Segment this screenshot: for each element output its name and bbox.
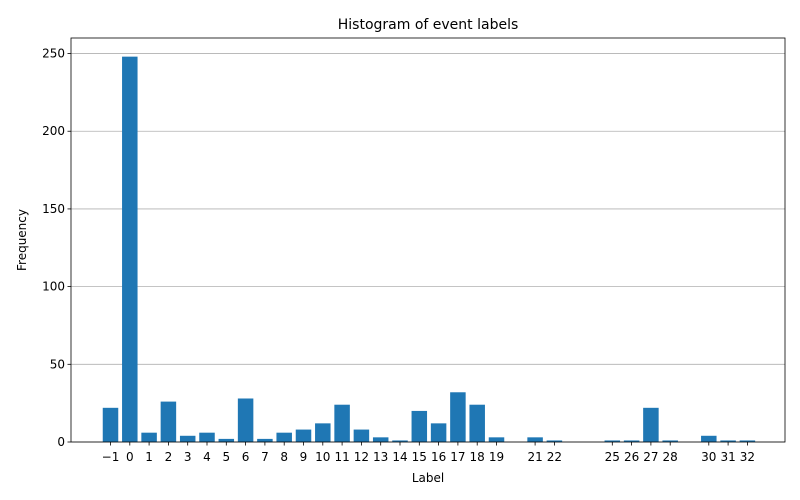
x-tick-label: 17 bbox=[450, 450, 465, 464]
bar-label-5 bbox=[218, 438, 235, 442]
y-axis-label: Frequency bbox=[15, 209, 29, 271]
y-tick-label: 100 bbox=[42, 280, 65, 294]
bar-label-16 bbox=[430, 423, 447, 442]
bar-label-10 bbox=[315, 423, 331, 442]
x-tick-label: 15 bbox=[412, 450, 427, 464]
bar-label-21 bbox=[527, 437, 543, 442]
x-tick-label: 11 bbox=[334, 450, 349, 464]
bar-label-6 bbox=[237, 398, 254, 442]
bar-label-19 bbox=[488, 437, 505, 442]
x-tick-label: 2 bbox=[165, 450, 173, 464]
plot-frame bbox=[70, 37, 786, 443]
x-tick-label: 1 bbox=[145, 450, 153, 464]
x-tick-label: 30 bbox=[701, 450, 716, 464]
grid-layer bbox=[71, 53, 785, 443]
bar-label-4 bbox=[199, 432, 215, 442]
y-tick-label: 0 bbox=[57, 435, 65, 449]
x-tick-label: 6 bbox=[242, 450, 250, 464]
chart-title: Histogram of event labels bbox=[338, 17, 519, 33]
y-tick-label: 50 bbox=[50, 357, 65, 371]
bar-label-32 bbox=[739, 440, 756, 442]
x-tick-label: 3 bbox=[184, 450, 192, 464]
x-tick-label: 22 bbox=[547, 450, 562, 464]
x-tick-label: 16 bbox=[431, 450, 446, 464]
x-tick-label: 18 bbox=[470, 450, 485, 464]
y-tick-label: 200 bbox=[42, 124, 65, 138]
x-tick-label: 7 bbox=[261, 450, 269, 464]
x-tick-label: 31 bbox=[720, 450, 735, 464]
x-tick-label: 8 bbox=[280, 450, 288, 464]
bar-label-9 bbox=[295, 429, 312, 442]
bar-label-22 bbox=[546, 440, 563, 442]
x-tick-label: 10 bbox=[315, 450, 330, 464]
bar-label-8 bbox=[276, 432, 292, 442]
bar-label-1 bbox=[141, 432, 157, 442]
x-tick-label: 13 bbox=[373, 450, 388, 464]
bar-label-12 bbox=[353, 429, 370, 442]
bar-label-11 bbox=[334, 404, 350, 442]
x-axis: −1 0 1 2 3 4 5 6 7 8 9 10 11 12 13 14 15 16 17 18 19 21 22 25 26… bbox=[102, 442, 755, 464]
x-tick-label: 21 bbox=[527, 450, 542, 464]
x-tick-label: 26 bbox=[624, 450, 639, 464]
bar-label-0 bbox=[122, 56, 138, 443]
bar-label-15 bbox=[411, 410, 428, 442]
x-tick-label: 0 bbox=[126, 450, 134, 464]
bars-layer bbox=[102, 56, 756, 443]
bar-label-14 bbox=[392, 440, 408, 442]
x-tick-label: 32 bbox=[740, 450, 755, 464]
y-tick-label: 150 bbox=[42, 202, 65, 216]
y-tick-label: 250 bbox=[42, 47, 65, 61]
bar-label-2 bbox=[160, 401, 177, 442]
x-tick-label: 9 bbox=[300, 450, 308, 464]
x-tick-label: 19 bbox=[489, 450, 504, 464]
x-tick-label: 4 bbox=[203, 450, 211, 464]
bar-label-31 bbox=[720, 440, 736, 442]
x-axis-label: Label bbox=[412, 471, 444, 485]
bar-label-26 bbox=[623, 440, 640, 442]
bar-label-neg1 bbox=[102, 407, 119, 442]
x-tick-label: 5 bbox=[222, 450, 230, 464]
bar-label-27 bbox=[643, 407, 659, 442]
bar-label-13 bbox=[372, 437, 389, 442]
bar-label-30 bbox=[701, 435, 717, 442]
x-tick-label: 25 bbox=[605, 450, 620, 464]
x-tick-label: −1 bbox=[102, 450, 120, 464]
bar-label-7 bbox=[257, 438, 273, 442]
x-tick-label: 28 bbox=[663, 450, 678, 464]
x-tick-label: 12 bbox=[354, 450, 369, 464]
y-axis: 0 50 100 150 200 250 bbox=[42, 47, 71, 449]
bar-label-28 bbox=[662, 440, 678, 442]
bar-label-25 bbox=[604, 440, 621, 442]
bar-label-3 bbox=[179, 435, 196, 442]
x-tick-label: 14 bbox=[392, 450, 407, 464]
bar-label-18 bbox=[469, 404, 485, 442]
bar-label-17 bbox=[450, 392, 466, 442]
x-tick-label: 27 bbox=[643, 450, 658, 464]
